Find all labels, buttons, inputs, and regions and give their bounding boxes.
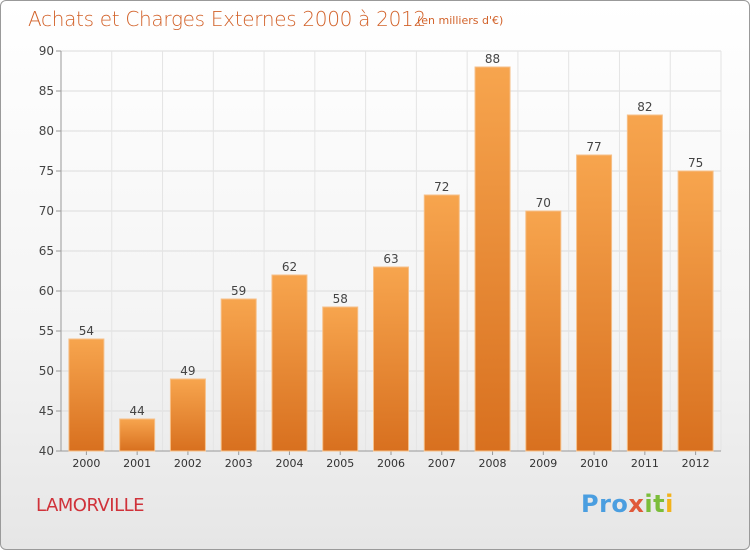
x-tick-label: 2006	[377, 457, 405, 470]
bar-value-label: 72	[434, 180, 449, 194]
bar	[322, 306, 359, 452]
y-tick-label: 40	[39, 444, 54, 458]
bar-value-label: 49	[180, 364, 195, 378]
bar	[474, 66, 511, 452]
bar	[626, 114, 663, 452]
x-tick-label: 2003	[225, 457, 253, 470]
bar	[271, 274, 308, 452]
bar	[525, 210, 562, 452]
bar	[220, 298, 257, 452]
bar	[423, 194, 460, 452]
bar	[68, 338, 105, 452]
x-tick-label: 2012	[682, 457, 710, 470]
logo-part-2: x	[628, 490, 645, 518]
bar-value-label: 58	[333, 292, 348, 306]
bar-value-label: 77	[586, 140, 601, 154]
bar-value-label: 88	[485, 52, 500, 66]
bar	[677, 170, 714, 452]
y-tick-label: 45	[39, 404, 54, 418]
x-tick-label: 2004	[275, 457, 303, 470]
logo-part-3: it	[644, 490, 666, 518]
bar-value-label: 82	[637, 100, 652, 114]
bar-value-label: 59	[231, 284, 246, 298]
bar-value-label: 44	[130, 404, 145, 418]
x-tick-label: 2008	[479, 457, 507, 470]
proxiti-logo[interactable]: Proxiti	[581, 490, 674, 518]
x-tick-label: 2007	[428, 457, 456, 470]
bar-value-label: 62	[282, 260, 297, 274]
y-tick-label: 70	[39, 204, 54, 218]
y-tick-label: 60	[39, 284, 54, 298]
y-tick-label: 65	[39, 244, 54, 258]
x-tick-label: 2010	[580, 457, 608, 470]
bar-value-label: 75	[688, 156, 703, 170]
bar-value-label: 63	[383, 252, 398, 266]
y-tick-label: 90	[39, 44, 54, 58]
chart-subtitle: (en milliers d'€)	[417, 14, 504, 27]
x-tick-label: 2009	[529, 457, 557, 470]
x-tick-label: 2002	[174, 457, 202, 470]
x-tick-label: 2000	[72, 457, 100, 470]
location-label: LAMORVILLE	[36, 495, 145, 516]
x-tick-label: 2001	[123, 457, 151, 470]
y-tick-label: 75	[39, 164, 54, 178]
bar-value-label: 70	[536, 196, 551, 210]
bar	[119, 418, 156, 452]
y-tick-label: 55	[39, 324, 54, 338]
bar-value-label: 54	[79, 324, 94, 338]
logo-part-1: Pro	[581, 490, 629, 518]
chart-title: Achats et Charges Externes 2000 à 2012	[28, 7, 426, 31]
bar	[576, 154, 613, 452]
logo-part-4: i	[665, 490, 674, 518]
y-tick-label: 85	[39, 84, 54, 98]
x-tick-label: 2011	[631, 457, 659, 470]
bar	[169, 378, 206, 452]
bar	[373, 266, 409, 452]
y-tick-label: 50	[39, 364, 54, 378]
y-tick-label: 80	[39, 124, 54, 138]
x-tick-label: 2005	[326, 457, 354, 470]
